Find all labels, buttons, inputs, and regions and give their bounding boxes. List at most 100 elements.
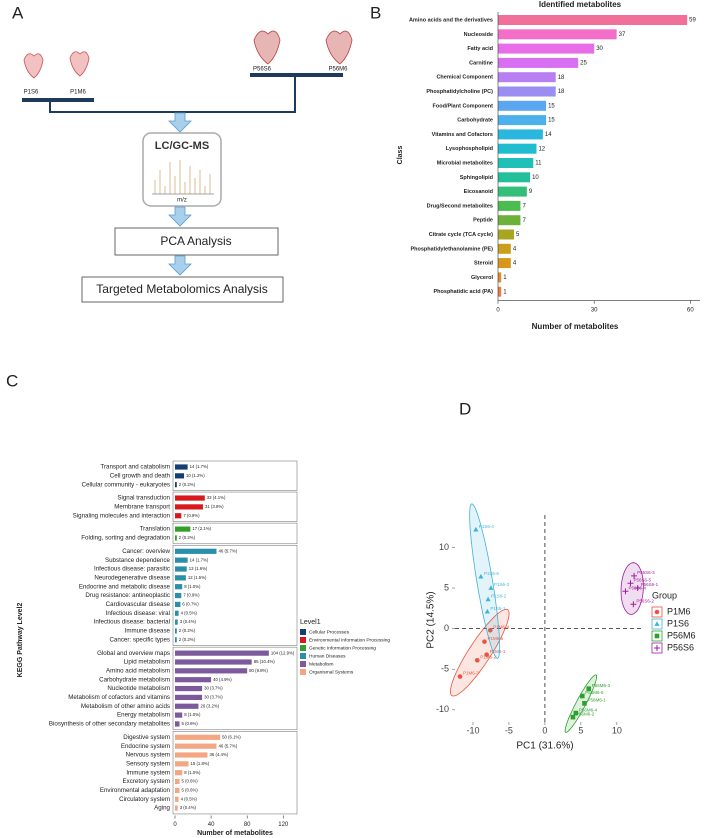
category-label: Phosphatidylethanolamine (PE) (410, 246, 493, 252)
legend-title: Level1 (300, 619, 321, 626)
category-label: Membrane transport (114, 504, 170, 511)
arrow (168, 206, 192, 227)
category-label: Infectious disease: parasitic (94, 566, 170, 573)
category-label: Signal transduction (117, 495, 170, 502)
legend-label: P56S6 (667, 642, 694, 652)
value-label: 3 (0.4%) (180, 619, 197, 624)
y-tick-label: 0 (444, 623, 449, 633)
category-label: Aging (154, 805, 170, 812)
group-bar (250, 73, 343, 77)
category-label: Nucleotide metabolism (107, 685, 170, 692)
point (474, 658, 480, 663)
facet-box (172, 460, 298, 491)
y-axis-title: PC2 (14.5%) (426, 591, 437, 648)
step-label: Targeted Metabolomics Analysis (96, 282, 267, 296)
category-label: Digestive system (123, 734, 170, 741)
point (634, 585, 641, 592)
category-label: Fatty acid (467, 46, 493, 52)
category-label: Circulatory system (119, 796, 170, 803)
point-label: P56S6-5 (633, 577, 651, 582)
legend-label: P1S6 (667, 618, 689, 628)
x-tick-label: 0 (496, 307, 500, 313)
bar (498, 86, 556, 97)
value-label: 18 (558, 89, 565, 95)
confidence-ellipse (449, 608, 510, 697)
category-label: Transport and catabolism (100, 464, 170, 471)
value-label: 46 (5.7%) (219, 548, 238, 553)
bar (175, 535, 177, 541)
category-label: Nucleoside (464, 32, 493, 38)
point-label: P56M6-4 (579, 707, 598, 712)
bar (498, 272, 502, 283)
category-label: Substance dependence (105, 557, 171, 564)
value-label: 11 (535, 161, 542, 167)
category-label: Excretory system (123, 778, 170, 785)
bar (498, 243, 511, 254)
bar (175, 796, 179, 802)
bar (175, 694, 203, 700)
legend-title: Group (652, 590, 677, 600)
bar (498, 143, 537, 154)
point (627, 580, 634, 587)
spectrum-icon (152, 160, 214, 195)
point-label: P56S6-2 (636, 598, 654, 603)
category-label: Infectious disease: viral (106, 610, 170, 617)
category-label: Eicosanoid (464, 189, 493, 195)
bar (175, 557, 188, 563)
bar (175, 566, 187, 572)
value-label: 2 (0.2%) (179, 628, 196, 633)
group-bar (22, 98, 94, 102)
x-tick-label: -10 (466, 725, 479, 735)
x-tick-label: 60 (687, 307, 694, 313)
value-label: 3 (0.4%) (180, 805, 197, 810)
category-label: Endocrine system (121, 743, 170, 750)
bar (175, 504, 203, 510)
bar (175, 495, 205, 501)
workflow-diagram (22, 30, 353, 303)
y-tick-label: -5 (441, 664, 449, 674)
facet-box (172, 522, 298, 545)
point (473, 526, 479, 532)
value-label: 1 (503, 275, 507, 281)
point-label: P1S6-3 (494, 582, 510, 587)
bar (175, 752, 208, 758)
heart-icon (23, 30, 353, 79)
bar (175, 584, 183, 590)
bar (175, 637, 177, 643)
bar (498, 115, 547, 126)
y-tick-label: -10 (436, 704, 449, 714)
category-label: Cell growth and death (110, 472, 171, 479)
category-label: Drug/Second metabolites (427, 203, 493, 209)
bar (498, 172, 531, 183)
bar (175, 734, 221, 740)
facet-box (172, 646, 298, 731)
category-label: Phosphatidylcholine (PC) (426, 89, 493, 95)
category-label: Lysophospholipid (446, 146, 493, 152)
category-label: Immune system (126, 769, 170, 776)
value-label: 4 (0.5%) (181, 610, 198, 615)
point-label: P1M6-3 (463, 671, 479, 676)
point-label: P56S6-4 (628, 585, 646, 590)
step-box (114, 227, 279, 256)
value-label: 15 (1.8%) (191, 761, 210, 766)
legend-swatch (300, 637, 306, 643)
point-label: P56M6-3 (592, 683, 611, 688)
sample-label: P1S6 (24, 90, 39, 96)
category-label: Glycerol (471, 275, 493, 281)
value-label: 30 (596, 46, 603, 52)
x-tick-label: 120 (278, 822, 289, 828)
category-label: Vitamins and Cofactors (432, 132, 493, 138)
category-label: Biosynthesis of other secondary metaboli… (49, 721, 170, 728)
y-axis-title: Class (397, 146, 404, 165)
value-label: 31 (3.8%) (205, 504, 224, 509)
legend-swatch (300, 645, 306, 651)
point (630, 601, 637, 608)
bar (498, 29, 617, 40)
legend-label: Genetic Information Processing (309, 645, 376, 651)
value-label: 59 (689, 18, 696, 24)
bar (498, 158, 534, 168)
category-label: Amino acids and the derivatives (409, 17, 493, 23)
category-label: Folding, sorting and degradation (81, 535, 170, 542)
value-label: 14 (1.7%) (190, 464, 209, 469)
point-label: P56S6-3 (637, 570, 655, 575)
